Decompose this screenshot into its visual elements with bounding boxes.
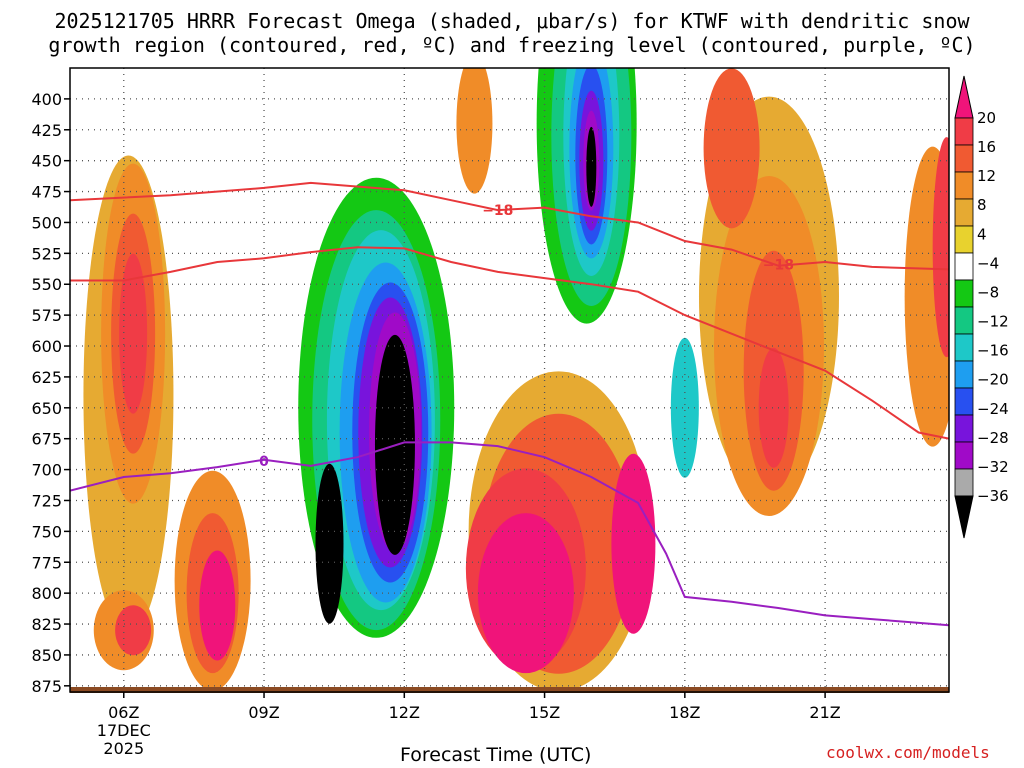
plot-frame [69, 67, 950, 693]
colorbar-swatch-5 [954, 225, 974, 254]
colorbar-swatch-2 [954, 144, 974, 173]
omega-shade-41 [904, 146, 949, 447]
x-tick-label-09Z: 09Z [248, 703, 279, 722]
ground-strip [70, 687, 949, 693]
omega-shade-42 [932, 137, 949, 358]
contour-line-1 [70, 246, 949, 440]
omega-shade-35 [611, 453, 656, 634]
grid-lines [70, 68, 949, 692]
x-axis-label: Forecast Time (UTC) [400, 744, 592, 766]
colorbar-label-11: −28 [977, 429, 1009, 447]
y-tick-label-425: 425 [31, 121, 62, 140]
y-tick-label-875: 875 [31, 677, 62, 696]
colorbar-label-6: −8 [977, 283, 999, 301]
colorbar-swatch-8 [954, 306, 974, 335]
colorbar-label-4: 4 [977, 225, 987, 243]
omega-shade-21 [586, 126, 597, 207]
omega-shade-3 [834, 557, 949, 678]
y-tick-label-475: 475 [31, 183, 62, 202]
x-tick-date: 17DEC [97, 721, 151, 740]
omega-shade-34 [477, 513, 574, 674]
contour-line-2 [70, 441, 949, 627]
x-tick-year: 2025 [103, 739, 144, 758]
y-tick-label-775: 775 [31, 553, 62, 572]
source-credit[interactable]: coolwx.com/models [826, 743, 990, 762]
omega-shading [83, 68, 949, 692]
colorbar-label-12: −32 [977, 458, 1009, 476]
y-tick-label-400: 400 [31, 90, 62, 109]
colorbar-label-7: −12 [977, 313, 1009, 331]
x-tick-label-15Z: 15Z [529, 703, 560, 722]
colorbar-label-8: −16 [977, 342, 1009, 360]
colorbar-label-1: 16 [977, 138, 996, 156]
colorbar-swatch-4 [954, 198, 974, 227]
x-tick-label-12Z: 12Z [389, 703, 420, 722]
y-tick-label-675: 675 [31, 430, 62, 449]
colorbar-swatch-3 [954, 171, 974, 200]
y-tick-label-650: 650 [31, 399, 62, 418]
colorbar-swatch-7 [954, 279, 974, 308]
omega-shade-10 [670, 337, 699, 478]
x-tick-label-21Z: 21Z [809, 703, 840, 722]
colorbar-swatch-14 [954, 468, 974, 497]
y-axis: 400 425 450 475 500 525 550 575 600 625 650 675 700 7… [31, 90, 70, 696]
omega-shade-28 [199, 550, 236, 661]
y-tick-label-850: 850 [31, 646, 62, 665]
y-tick-label-575: 575 [31, 306, 62, 325]
colorbar-swatch-12 [954, 414, 974, 443]
y-tick-label-525: 525 [31, 244, 62, 263]
colorbar-swatch-6 [954, 252, 974, 281]
y-tick-label-825: 825 [31, 615, 62, 634]
x-tick-label-18Z: 18Z [669, 703, 700, 722]
y-tick-label-800: 800 [31, 584, 62, 603]
y-tick-label-600: 600 [31, 337, 62, 356]
colorbar-label-3: 8 [977, 196, 987, 214]
omega-shade-43 [456, 68, 493, 194]
omega-shade-25 [119, 253, 148, 414]
contour-label-1: −18 [763, 257, 794, 273]
y-tick-label-450: 450 [31, 152, 62, 171]
colorbar-label-13: −36 [977, 487, 1009, 505]
colorbar-swatch-11 [954, 387, 974, 416]
y-tick-label-550: 550 [31, 275, 62, 294]
colorbar-swatch-10 [954, 360, 974, 389]
colorbar-swatch-13 [954, 441, 974, 470]
colorbar-label-10: −24 [977, 400, 1009, 418]
y-tick-label-725: 725 [31, 491, 62, 510]
colorbar-bottom-arrow [954, 495, 974, 539]
omega-shade-20 [315, 463, 344, 624]
temperature-contours: −18 −18 0 [70, 181, 949, 627]
contour-line-0 [70, 181, 949, 271]
colorbar: 20 16 12 8 4 −4 −8 −12 −16 −20 −24 −28 −32 −36 [954, 75, 1009, 539]
y-tick-label-625: 625 [31, 368, 62, 387]
omega-shade-30 [115, 605, 152, 656]
colorbar-swatch-1 [954, 117, 974, 146]
chart-title-line-2: growth region (contoured, red, ºC) and f… [48, 33, 976, 57]
colorbar-label-2: 12 [977, 167, 996, 185]
colorbar-top-arrow [954, 75, 974, 119]
chart-title-line-1: 2025121705 HRRR Forecast Omega (shaded, … [54, 9, 970, 33]
colorbar-label-9: −20 [977, 371, 1009, 389]
y-tick-label-700: 700 [31, 461, 62, 480]
omega-shade-39 [758, 347, 789, 468]
colorbar-label-5: −4 [977, 254, 999, 272]
contour-label-0: −18 [482, 203, 513, 219]
colorbar-label-0: 20 [977, 109, 996, 127]
y-tick-label-750: 750 [31, 522, 62, 541]
contour-label-2: 0 [259, 454, 269, 470]
x-tick-label-06Z: 06Z [108, 703, 139, 722]
colorbar-swatch-9 [954, 333, 974, 362]
omega-shade-40 [703, 68, 760, 229]
y-tick-label-500: 500 [31, 213, 62, 232]
